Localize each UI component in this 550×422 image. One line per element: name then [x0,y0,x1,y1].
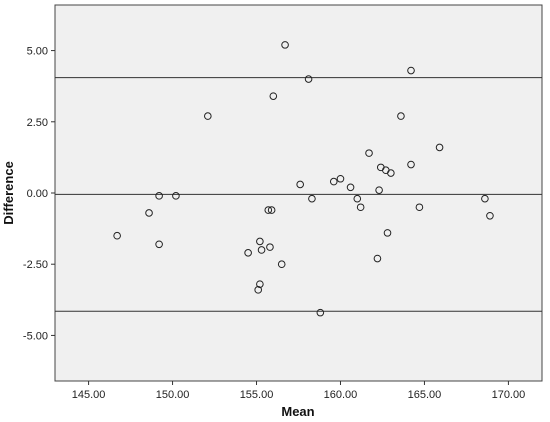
y-tick-label: -2.50 [23,259,48,271]
data-point [172,192,180,200]
data-point [316,308,325,317]
x-tick-label: 165.00 [408,389,442,401]
data-point [415,203,424,212]
data-point [204,112,212,120]
data-point [304,75,313,83]
data-points [113,41,494,317]
data-point [373,254,382,263]
data-point [407,66,415,75]
data-point [356,203,365,212]
data-point [481,194,489,203]
data-point [308,194,316,203]
x-axis-title: Mean [281,404,314,419]
data-point [269,92,278,100]
x-tick-label: 150.00 [156,389,190,401]
y-tick-label: 2.50 [27,117,48,129]
data-point [486,211,494,220]
x-tick-label: 145.00 [72,389,106,401]
data-point [397,112,405,120]
y-tick-label: 0.00 [27,188,48,200]
data-point [375,186,383,194]
data-point [365,149,373,157]
data-point [353,194,362,203]
data-point [264,206,273,214]
data-point [113,231,121,240]
data-point [145,209,153,217]
y-tick-label: 5.00 [27,46,48,58]
reference-lines [55,77,542,312]
data-point [435,143,444,152]
data-point [244,249,252,257]
data-point [155,192,163,200]
x-axis-ticks: 145.00 150.00 155.00 160.00 165.00 170.00 [72,381,525,401]
y-axis-ticks: 5.00 2.50 0.00 -2.50 -5.00 [23,46,55,342]
data-point [346,183,355,192]
plot-background [54,4,543,382]
data-point [329,177,338,186]
data-point [336,174,345,183]
data-point [257,246,266,254]
x-tick-label: 170.00 [492,389,526,401]
y-tick-label: -5.00 [23,330,48,342]
data-point [407,160,415,169]
data-point [267,206,276,214]
data-point [256,237,264,246]
data-point [387,169,395,177]
data-point [256,280,264,288]
data-point [281,41,289,49]
y-axis-title: Difference [1,161,16,225]
data-point [266,243,274,251]
data-point [277,260,286,269]
data-point [383,229,392,237]
data-point [155,240,163,249]
data-point [296,180,304,189]
data-point [254,286,262,294]
x-tick-label: 155.00 [240,389,274,401]
x-tick-label: 160.00 [324,389,358,401]
